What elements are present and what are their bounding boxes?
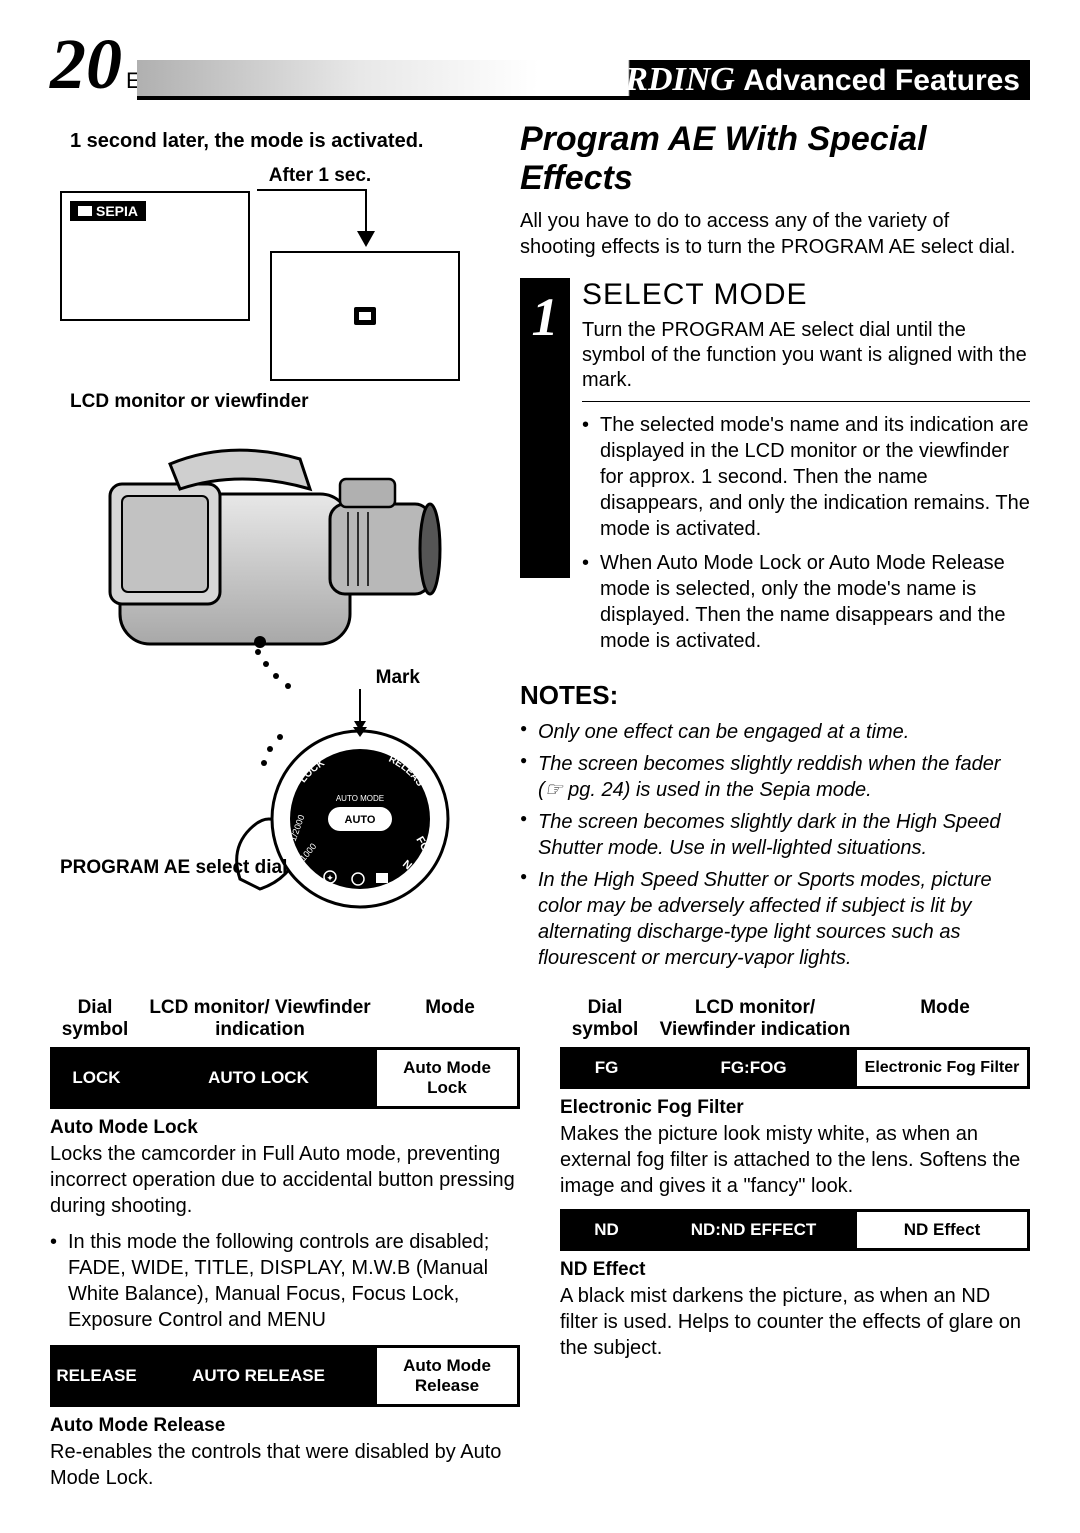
header-title: RECORDING Advanced Features (533, 61, 1020, 99)
dial-symbol: FG (563, 1050, 653, 1086)
result-screen-icon (354, 307, 376, 325)
mode-row-nd: ND ND:ND EFFECT ND Effect (560, 1209, 1030, 1251)
step-1: 1 SELECT MODE Turn the PROGRAM AE select… (520, 278, 1030, 662)
step-bullet: The selected mode's name and its indicat… (582, 412, 1030, 542)
note-item: Only one effect can be engaged at a time… (520, 719, 1030, 745)
lcd-indication: AUTO RELEASE (143, 1348, 377, 1404)
intro-text: All you have to do to access any of the … (520, 208, 1030, 260)
dial-symbol: ND (563, 1212, 653, 1248)
arrow-down-icon (365, 191, 367, 245)
table-headers: Dial symbol LCD monitor/ Viewfinder indi… (50, 997, 520, 1041)
step-subtext: Turn the PROGRAM AE select dial until th… (582, 318, 1030, 402)
camcorder-svg (80, 434, 460, 694)
dial-closeup: Mark AUTO LOCK RELEASE AUTO MODE 1/2000 (50, 679, 490, 939)
mode-tables: Dial symbol LCD monitor/ Viewfinder indi… (50, 997, 1030, 1501)
right-column: Program AE With Special Effects All you … (520, 120, 1030, 977)
header-adv-features: Advanced Features (743, 64, 1020, 97)
svg-text:AUTO: AUTO (345, 814, 376, 826)
mode-name: Electronic Fog Filter (857, 1050, 1027, 1086)
section-title: Program AE With Special Effects (520, 120, 1030, 198)
note-item: In the High Speed Shutter or Sports mode… (520, 867, 1030, 971)
sepia-label: SEPIA (70, 201, 146, 221)
mode-tables-left: Dial symbol LCD monitor/ Viewfinder indi… (50, 997, 520, 1501)
mode-row-lock: LOCK AUTO LOCK Auto Mode Lock (50, 1047, 520, 1109)
mode-sub-bullet: In this mode the following controls are … (50, 1229, 520, 1333)
mode-desc-title: Auto Mode Lock (50, 1117, 520, 1139)
sepia-icon (78, 206, 92, 216)
mode-desc: Re-enables the controls that were disabl… (50, 1439, 520, 1491)
mode-row-fg: FG FG:FOG Electronic Fog Filter (560, 1047, 1030, 1089)
page-number-value: 20 (50, 24, 122, 104)
svg-text:AUTO MODE: AUTO MODE (336, 794, 384, 803)
mode-tables-right: Dial symbol LCD monitor/ Viewfinder indi… (560, 997, 1030, 1501)
lcd-viewfinder-label: LCD monitor or viewfinder (70, 391, 490, 414)
sepia-text: SEPIA (96, 203, 138, 219)
left-column: 1 second later, the mode is activated. A… (50, 120, 490, 977)
mode-desc-title: Electronic Fog Filter (560, 1097, 1030, 1119)
mode-desc-title: ND Effect (560, 1259, 1030, 1281)
lcd-indication: FG:FOG (653, 1050, 857, 1086)
dial-symbol: LOCK (53, 1050, 143, 1106)
th-lcd: LCD monitor/ Viewfinder indication (140, 997, 380, 1041)
header-bar: RECORDING Advanced Features (137, 60, 1030, 100)
svg-text:✦: ✦ (326, 873, 334, 883)
mode-name: ND Effect (857, 1212, 1027, 1248)
table-headers: Dial symbol LCD monitor/ Viewfinder indi… (560, 997, 1030, 1041)
screen-diagram: After 1 sec. SEPIA LCD monitor or viewfi… (60, 165, 490, 414)
sepia-screen: SEPIA (60, 191, 250, 321)
th-dial: Dial symbol (50, 997, 140, 1041)
header-recording: RECORDING (533, 61, 735, 98)
after-1sec-label: After 1 sec. (240, 165, 400, 187)
lcd-indication: ND:ND EFFECT (653, 1212, 857, 1248)
th-mode: Mode (380, 997, 520, 1041)
mode-desc-title: Auto Mode Release (50, 1415, 520, 1437)
notes-heading: NOTES: (520, 680, 1030, 711)
dial-svg: AUTO LOCK RELEASE AUTO MODE 1/2000 1/100… (230, 679, 450, 919)
mode-desc: Locks the camcorder in Full Auto mode, p… (50, 1141, 520, 1219)
dial-symbol: RELEASE (53, 1348, 143, 1404)
page-header: 20EN RECORDING Advanced Features (50, 30, 1030, 100)
th-dial: Dial symbol (560, 997, 650, 1041)
note-item: The screen becomes slightly reddish when… (520, 751, 1030, 803)
mode-name: Auto Mode Release (377, 1348, 517, 1404)
step-heading: SELECT MODE (582, 278, 1030, 312)
step-number: 1 (520, 278, 570, 578)
step-bullet: When Auto Mode Lock or Auto Mode Release… (582, 550, 1030, 654)
activated-text: 1 second later, the mode is activated. (70, 130, 490, 153)
step-bullets: The selected mode's name and its indicat… (582, 412, 1030, 654)
lcd-indication: AUTO LOCK (143, 1050, 377, 1106)
notes-list: Only one effect can be engaged at a time… (520, 719, 1030, 971)
mode-row-release: RELEASE AUTO RELEASE Auto Mode Release (50, 1345, 520, 1407)
mode-desc: Makes the picture look misty white, as w… (560, 1121, 1030, 1199)
mode-desc: A black mist darkens the picture, as whe… (560, 1283, 1030, 1361)
mode-name: Auto Mode Lock (377, 1050, 517, 1106)
result-screen (270, 251, 460, 381)
program-ae-label: PROGRAM AE select dial (60, 858, 287, 879)
th-lcd: LCD monitor/ Viewfinder indication (650, 997, 860, 1041)
note-item: The screen becomes slightly dark in the … (520, 809, 1030, 861)
camcorder-illustration (50, 434, 490, 699)
th-mode: Mode (860, 997, 1030, 1041)
